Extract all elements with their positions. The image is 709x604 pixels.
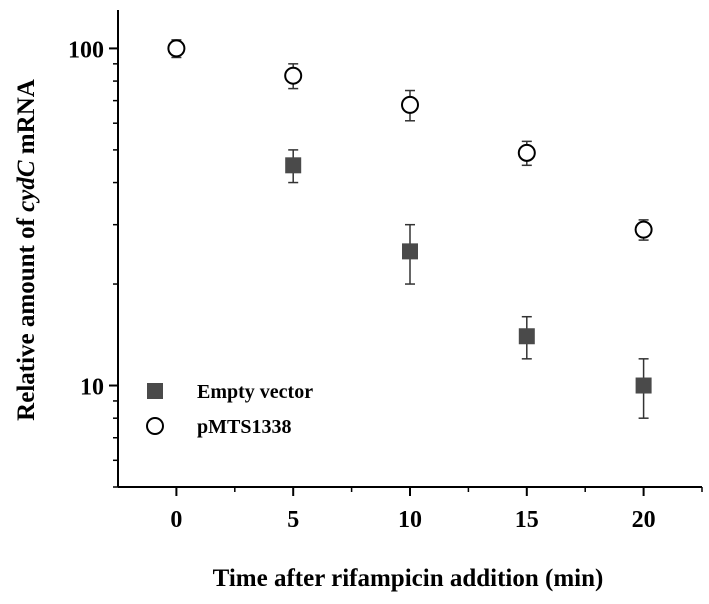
x-tick-label: 15 [515,507,539,533]
data-point-circle [634,220,653,239]
plot-area: 0 5 10 15 20 10 100 Empty vector pMTS1338 [68,10,703,533]
x-tick-label: 0 [170,507,182,533]
data-point-square [635,377,652,394]
data-point-circle [401,95,419,114]
y-axis-title-part-1: Relative amount of [13,212,40,421]
legend-label: Empty vector [197,381,313,403]
x-tick-label: 5 [287,507,299,533]
x-tick-label: 20 [632,507,656,533]
data-point-circle [284,66,303,85]
legend-marker-square [147,383,163,399]
x-tick-label: 10 [398,507,422,533]
data-point-square [285,157,302,174]
y-axis-title-part-2: cydC [13,160,40,212]
data-point-circle [167,39,186,58]
y-tick-label: 100 [68,37,104,63]
data-point-circle [517,143,536,162]
x-axis-title: Time after rifampicin addition (min) [213,565,604,592]
y-tick-label: 10 [80,375,104,401]
data-point-square [518,328,535,345]
y-axis-title: Relative amount of cydC mRNA [13,79,40,421]
legend-label: pMTS1338 [197,416,291,438]
y-axis-title-part-3: mRNA [13,79,40,160]
data-point-square [402,243,418,260]
legend-marker-circle [146,417,164,435]
